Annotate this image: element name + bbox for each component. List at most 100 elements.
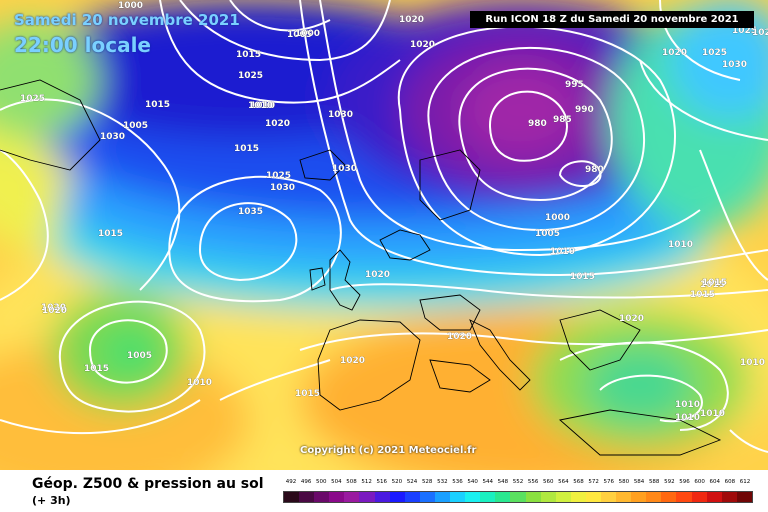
color-scale-cell	[465, 492, 481, 502]
isobar-label: 1015	[690, 290, 715, 300]
color-scale-cell	[555, 492, 571, 502]
legend-title: Géop. Z500 & pression au sol	[32, 476, 264, 492]
color-scale-cell	[389, 492, 405, 502]
color-scale-label: 580	[618, 479, 630, 485]
copyright-notice: Copyright (c) 2021 Meteociel.fr	[300, 445, 477, 456]
isobar-label: 1015	[295, 389, 320, 399]
isobar-label: 1020	[752, 28, 768, 38]
color-scale-label: 516	[376, 479, 388, 485]
isobar-label: 1000	[118, 1, 143, 11]
color-scale-cell	[314, 492, 330, 502]
isobar-label: 1020	[41, 303, 66, 313]
color-scale-cell	[540, 492, 556, 502]
geopotential-field	[0, 0, 768, 470]
coastlines	[0, 79, 722, 456]
color-scale-cell	[404, 492, 420, 502]
isobar-label: 990	[575, 105, 594, 115]
isobar-label: 980	[585, 165, 604, 175]
isobar-label: 1020	[265, 119, 290, 129]
isobar-label: 1015	[570, 272, 595, 282]
isobar-labels: 1000100510151025101010301020101510051000…	[20, 1, 768, 423]
color-scale-cell	[329, 492, 345, 502]
color-scale-cell	[736, 492, 752, 502]
isobar-label: 1000	[545, 213, 570, 223]
color-scale-cell	[525, 492, 541, 502]
isobar-label: 1030	[100, 132, 125, 142]
color-scale-label: 568	[573, 479, 584, 485]
isobar-label: 1015	[700, 280, 725, 290]
color-scale-label: 572	[588, 479, 599, 485]
color-scale-label: 604	[709, 479, 720, 485]
color-scale-cell	[495, 492, 511, 502]
color-scale-cell	[284, 492, 300, 502]
color-scale-label: 556	[527, 479, 539, 485]
isobar-label: 1015	[702, 278, 727, 288]
isobar-label: 980	[528, 119, 547, 129]
color-scale-label: 564	[558, 479, 569, 485]
isobar-label: 1020	[365, 270, 390, 280]
color-scale-label: 504	[331, 479, 342, 485]
color-scale-cell	[585, 492, 601, 502]
map-time-title: 22:00 locale	[14, 33, 151, 57]
isobar-label: 1020	[340, 356, 365, 366]
isobar-label: 1010	[550, 247, 575, 257]
isobar-label: 1005	[287, 30, 312, 40]
color-scale-label: 492	[285, 479, 297, 485]
isobar-label: 1020	[662, 48, 687, 58]
color-scale-label: 588	[648, 479, 660, 485]
color-scale-label: 548	[497, 479, 509, 485]
isobar-label: 1010	[675, 400, 700, 410]
color-scale-cell	[646, 492, 662, 502]
isobar-label: 995	[565, 80, 584, 90]
isobar-label: 1025	[266, 171, 291, 181]
isobar-label: 1010	[248, 101, 273, 111]
isobar-label: 1010	[250, 101, 275, 111]
color-scale-cell	[691, 492, 707, 502]
isobar-label: 1020	[447, 332, 472, 342]
color-scale-cell	[616, 492, 632, 502]
isobar-label: 985	[553, 115, 572, 125]
isobar-label: 1020	[619, 314, 644, 324]
color-scale-cell	[676, 492, 692, 502]
color-scale-label: 608	[724, 479, 736, 485]
isobar-label: 1020	[42, 306, 67, 316]
color-scale-cell	[661, 492, 677, 502]
isobar-label: 1015	[234, 144, 259, 154]
isobar-label: 1025	[702, 48, 727, 58]
color-scale-cell	[510, 492, 526, 502]
color-scale-cell	[706, 492, 722, 502]
model-run-label: Run ICON 18 Z du Samedi 20 novembre 2021	[470, 11, 754, 28]
color-scale-cell	[344, 492, 360, 502]
weather-map: 1000 1005 1015 1025 1010 1030 1020 1015 1005 1000…	[0, 0, 768, 470]
isobar-label: 1030	[328, 110, 353, 120]
color-scale-label: 528	[421, 479, 433, 485]
legend-footer: Géop. Z500 & pression au sol (+ 3h) 492 4…	[0, 470, 768, 512]
color-scale-label: 600	[694, 479, 705, 485]
map-date-title: Samedi 20 novembre 2021	[14, 11, 240, 29]
isobar-label: 1025	[732, 26, 757, 36]
color-scale-label: 596	[679, 479, 690, 485]
isobar-label: 1020	[410, 40, 435, 50]
isobar-label: 1015	[98, 229, 123, 239]
color-scale-label: 576	[603, 479, 615, 485]
color-scale-cell	[450, 492, 466, 502]
isobar-label: 1030	[722, 60, 747, 70]
color-scale-label: 552	[512, 479, 524, 485]
isobar-label: 1025	[20, 94, 45, 104]
color-scale-label: 560	[543, 479, 554, 485]
color-scale-label: 520	[391, 479, 403, 485]
color-scale-cell	[480, 492, 496, 502]
isobar-label: 1010	[668, 240, 693, 250]
isobar-label: 1030	[332, 164, 357, 174]
isobar-label: 1020	[399, 15, 424, 25]
isobar-label: 1010	[675, 413, 700, 423]
color-scale-cell	[359, 492, 375, 502]
color-scale-label: 584	[633, 479, 645, 485]
color-scale-cell	[299, 492, 315, 502]
color-scale-label: 524	[406, 479, 418, 485]
color-scale-cell	[631, 492, 647, 502]
color-scale-cell	[721, 492, 737, 502]
color-scale-label: 496	[300, 479, 312, 485]
isobar-label: 1015	[236, 50, 261, 60]
color-scale-cell	[374, 492, 390, 502]
